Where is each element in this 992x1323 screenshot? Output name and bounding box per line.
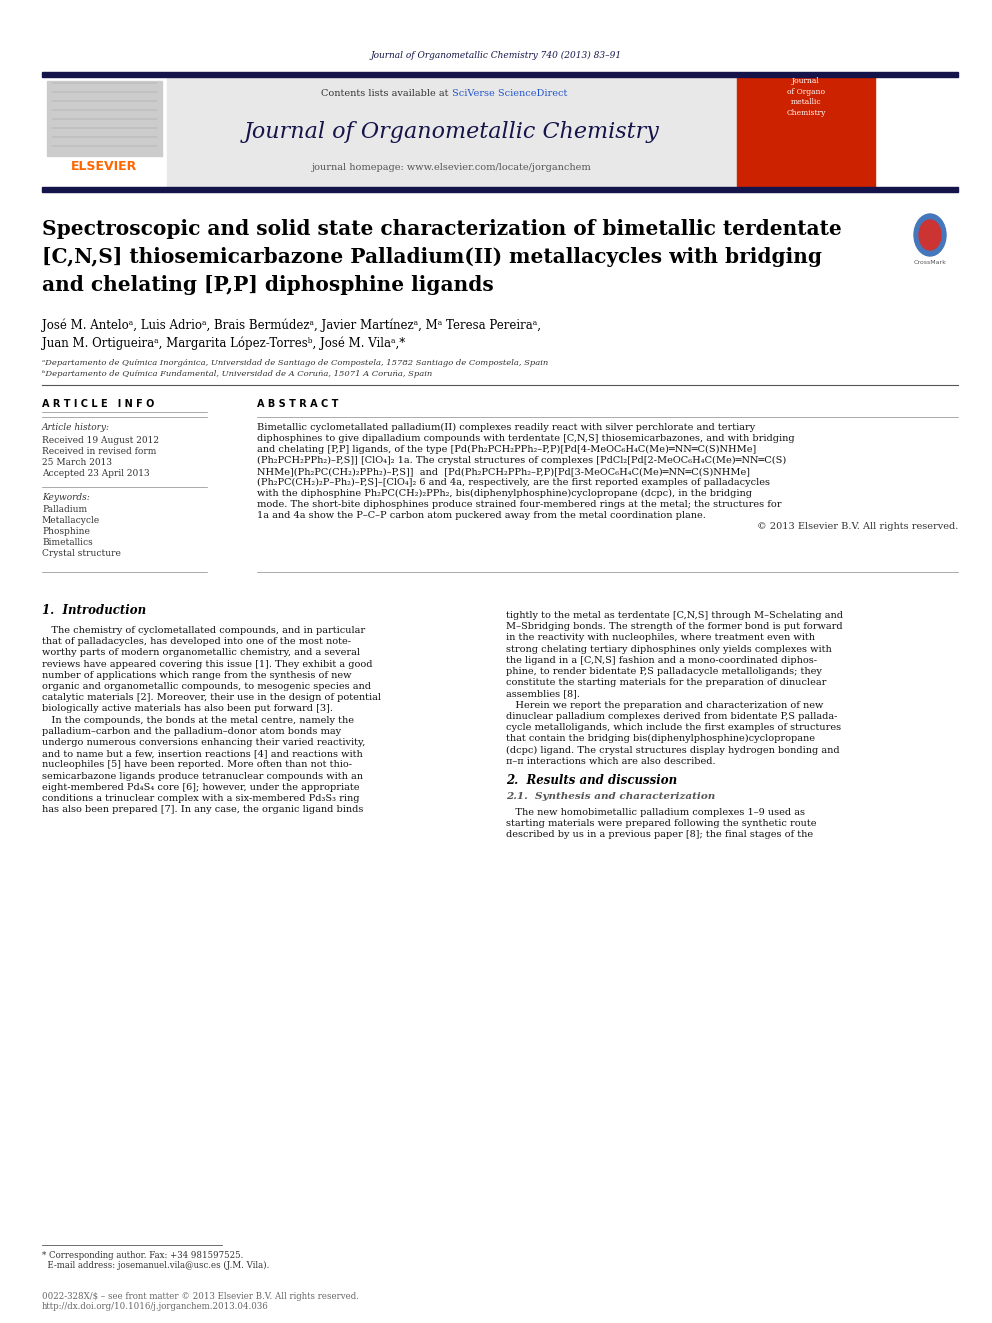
Text: The chemistry of cyclometallated compounds, and in particular: The chemistry of cyclometallated compoun…: [42, 626, 365, 635]
Text: NHMe](Ph₂PC(CH₂)₂PPh₂)–P,S]]  and  [Pd(Ph₂PCH₂PPh₂–P,P)[Pd[3-MeOC₆H₄C(Me)═NN═C(S: NHMe](Ph₂PC(CH₂)₂PPh₂)–P,S]] and [Pd(Ph₂…: [257, 467, 750, 476]
Text: Journal of Organometallic Chemistry: Journal of Organometallic Chemistry: [244, 120, 660, 143]
Text: Spectroscopic and solid state characterization of bimetallic terdentate: Spectroscopic and solid state characteri…: [42, 220, 842, 239]
Text: journal homepage: www.elsevier.com/locate/jorganchem: journal homepage: www.elsevier.com/locat…: [312, 163, 592, 172]
Text: 25 March 2013: 25 March 2013: [42, 458, 112, 467]
Text: Journal
of Organo
metallic
Chemistry: Journal of Organo metallic Chemistry: [787, 78, 825, 116]
Text: Bimetallics: Bimetallics: [42, 538, 92, 546]
Text: the ligand in a [C,N,S] fashion and a mono-coordinated diphos-: the ligand in a [C,N,S] fashion and a mo…: [506, 656, 817, 664]
Text: ᵃDepartamento de Química Inorgánica, Universidad de Santiago de Compostela, 1578: ᵃDepartamento de Química Inorgánica, Uni…: [42, 359, 549, 366]
Text: catalytic materials [2]. Moreover, their use in the design of potential: catalytic materials [2]. Moreover, their…: [42, 693, 381, 703]
Text: 1a and 4a show the P–C–P carbon atom puckered away from the metal coordination p: 1a and 4a show the P–C–P carbon atom puc…: [257, 511, 706, 520]
Text: A R T I C L E   I N F O: A R T I C L E I N F O: [42, 400, 155, 409]
Text: organic and organometallic compounds, to mesogenic species and: organic and organometallic compounds, to…: [42, 681, 371, 691]
Text: assemblies [8].: assemblies [8].: [506, 689, 580, 699]
Text: In the compounds, the bonds at the metal centre, namely the: In the compounds, the bonds at the metal…: [42, 716, 354, 725]
Text: 2.  Results and discussion: 2. Results and discussion: [506, 774, 678, 787]
Text: * Corresponding author. Fax: +34 981597525.: * Corresponding author. Fax: +34 9815975…: [42, 1252, 243, 1259]
Text: diphosphines to give dipalladium compounds with terdentate [C,N,S] thiosemicarba: diphosphines to give dipalladium compoun…: [257, 434, 795, 443]
Text: has also been prepared [7]. In any case, the organic ligand binds: has also been prepared [7]. In any case,…: [42, 806, 363, 814]
Text: palladium–carbon and the palladium–donor atom bonds may: palladium–carbon and the palladium–donor…: [42, 726, 341, 736]
Text: dinuclear palladium complexes derived from bidentate P,S pallada-: dinuclear palladium complexes derived fr…: [506, 712, 837, 721]
Text: nucleophiles [5] have been reported. More often than not thio-: nucleophiles [5] have been reported. Mor…: [42, 761, 352, 770]
Text: Accepted 23 April 2013: Accepted 23 April 2013: [42, 468, 150, 478]
Bar: [42, 77, 167, 187]
Text: undergo numerous conversions enhancing their varied reactivity,: undergo numerous conversions enhancing t…: [42, 738, 365, 747]
Text: (Ph₂PC(CH₂)₂P–Ph₂)–P,S]–[ClO₄]₂ 6 and 4a, respectively, are the first reported e: (Ph₂PC(CH₂)₂P–Ph₂)–P,S]–[ClO₄]₂ 6 and 4a…: [257, 478, 770, 487]
Text: reviews have appeared covering this issue [1]. They exhibit a good: reviews have appeared covering this issu…: [42, 660, 373, 668]
Text: tightly to the metal as terdentate [C,N,S] through M–Schelating and: tightly to the metal as terdentate [C,N,…: [506, 611, 843, 620]
Text: 2.1.  Synthesis and characterization: 2.1. Synthesis and characterization: [506, 791, 715, 800]
Text: described by us in a previous paper [8]; the final stages of the: described by us in a previous paper [8];…: [506, 831, 813, 839]
Text: Metallacycle: Metallacycle: [42, 516, 100, 525]
Bar: [737, 77, 875, 187]
Text: π–π interactions which are also described.: π–π interactions which are also describe…: [506, 757, 715, 766]
Text: Crystal structure: Crystal structure: [42, 549, 121, 558]
Text: semicarbazone ligands produce tetranuclear compounds with an: semicarbazone ligands produce tetranucle…: [42, 771, 363, 781]
Text: Phosphine: Phosphine: [42, 527, 90, 536]
Text: ELSEVIER: ELSEVIER: [70, 160, 137, 173]
Text: starting materials were prepared following the synthetic route: starting materials were prepared followi…: [506, 819, 816, 828]
Text: and chelating [P,P] diphosphine ligands: and chelating [P,P] diphosphine ligands: [42, 275, 494, 295]
Text: (dcpc) ligand. The crystal structures display hydrogen bonding and: (dcpc) ligand. The crystal structures di…: [506, 745, 839, 754]
Text: CrossMark: CrossMark: [914, 261, 946, 266]
Text: 0022-328X/$ – see front matter © 2013 Elsevier B.V. All rights reserved.: 0022-328X/$ – see front matter © 2013 El…: [42, 1293, 359, 1301]
Text: and chelating [P,P] ligands, of the type [Pd(Ph₂PCH₂PPh₂–P,P)[Pd[4-MeOC₆H₄C(Me)═: and chelating [P,P] ligands, of the type…: [257, 445, 756, 454]
Text: © 2013 Elsevier B.V. All rights reserved.: © 2013 Elsevier B.V. All rights reserved…: [757, 523, 958, 531]
Text: E-mail address: josemanuel.vila@usc.es (J.M. Vila).: E-mail address: josemanuel.vila@usc.es (…: [42, 1261, 270, 1270]
Text: Received in revised form: Received in revised form: [42, 447, 157, 456]
Text: Juan M. Ortigueiraᵃ, Margarita López-Torresᵇ, José M. Vilaᵃ,*: Juan M. Ortigueiraᵃ, Margarita López-Tor…: [42, 336, 406, 349]
Ellipse shape: [914, 214, 946, 255]
Text: http://dx.doi.org/10.1016/j.jorganchem.2013.04.036: http://dx.doi.org/10.1016/j.jorganchem.2…: [42, 1302, 269, 1311]
Text: ᵇDepartamento de Química Fundamental, Universidad de A Coruña, 15071 A Coruña, S: ᵇDepartamento de Química Fundamental, Un…: [42, 370, 433, 378]
Text: José M. Anteloᵃ, Luis Adrioᵃ, Brais Bermúdezᵃ, Javier Martínezᵃ, Mᵃ Teresa Perei: José M. Anteloᵃ, Luis Adrioᵃ, Brais Berm…: [42, 319, 541, 332]
Text: number of applications which range from the synthesis of new: number of applications which range from …: [42, 671, 351, 680]
Ellipse shape: [919, 220, 941, 250]
Text: Journal of Organometallic Chemistry 740 (2013) 83–91: Journal of Organometallic Chemistry 740 …: [370, 50, 622, 60]
Text: Keywords:: Keywords:: [42, 493, 89, 501]
Text: strong chelating tertiary diphosphines only yields complexes with: strong chelating tertiary diphosphines o…: [506, 644, 831, 654]
Text: eight-membered Pd₄S₄ core [6]; however, under the appropriate: eight-membered Pd₄S₄ core [6]; however, …: [42, 783, 359, 791]
Bar: [42, 187, 958, 192]
Text: Bimetallic cyclometallated palladium(II) complexes readily react with silver per: Bimetallic cyclometallated palladium(II)…: [257, 423, 755, 433]
Text: mode. The short-bite diphosphines produce strained four-membered rings at the me: mode. The short-bite diphosphines produc…: [257, 500, 782, 509]
Text: A B S T R A C T: A B S T R A C T: [257, 400, 338, 409]
Text: constitute the starting materials for the preparation of dinuclear: constitute the starting materials for th…: [506, 679, 826, 687]
Text: 1.  Introduction: 1. Introduction: [42, 605, 146, 617]
Text: cycle metalloligands, which include the first examples of structures: cycle metalloligands, which include the …: [506, 722, 841, 732]
Text: Contents lists available at: Contents lists available at: [321, 89, 452, 98]
Bar: [167, 77, 737, 187]
Text: The new homobimetallic palladium complexes 1–9 used as: The new homobimetallic palladium complex…: [506, 808, 805, 816]
Text: Article history:: Article history:: [42, 423, 110, 433]
Text: phine, to render bidentate P,S palladacycle metalloligands; they: phine, to render bidentate P,S palladacy…: [506, 667, 822, 676]
Text: biologically active materials has also been put forward [3].: biologically active materials has also b…: [42, 704, 333, 713]
Text: and to name but a few, insertion reactions [4] and reactions with: and to name but a few, insertion reactio…: [42, 749, 363, 758]
Text: M–Sbridging bonds. The strength of the former bond is put forward: M–Sbridging bonds. The strength of the f…: [506, 622, 842, 631]
Text: Palladium: Palladium: [42, 505, 87, 515]
Text: worthy parts of modern organometallic chemistry, and a several: worthy parts of modern organometallic ch…: [42, 648, 360, 658]
Text: Herein we report the preparation and characterization of new: Herein we report the preparation and cha…: [506, 701, 823, 709]
Text: (Ph₂PCH₂PPh₂)–P,S]] [ClO₄]₂ 1a. The crystal structures of complexes [PdCl₂[Pd[2-: (Ph₂PCH₂PPh₂)–P,S]] [ClO₄]₂ 1a. The crys…: [257, 456, 787, 466]
Text: that contain the bridging bis(diphenylphosphine)cyclopropane: that contain the bridging bis(diphenylph…: [506, 734, 815, 744]
Text: SciVerse ScienceDirect: SciVerse ScienceDirect: [452, 89, 567, 98]
Text: in the reactivity with nucleophiles, where treatment even with: in the reactivity with nucleophiles, whe…: [506, 634, 815, 643]
Text: Received 19 August 2012: Received 19 August 2012: [42, 437, 159, 445]
Text: that of palladacycles, has developed into one of the most note-: that of palladacycles, has developed int…: [42, 638, 351, 646]
Text: conditions a trinuclear complex with a six-membered Pd₃S₃ ring: conditions a trinuclear complex with a s…: [42, 794, 359, 803]
Text: with the diphosphine Ph₂PC(CH₂)₂PPh₂, bis(diphenylphosphine)cyclopropane (dcpc),: with the diphosphine Ph₂PC(CH₂)₂PPh₂, bi…: [257, 490, 752, 499]
Text: [C,N,S] thiosemicarbazone Palladium(II) metallacycles with bridging: [C,N,S] thiosemicarbazone Palladium(II) …: [42, 247, 822, 267]
Bar: [47, 81, 162, 156]
Bar: [42, 71, 958, 77]
